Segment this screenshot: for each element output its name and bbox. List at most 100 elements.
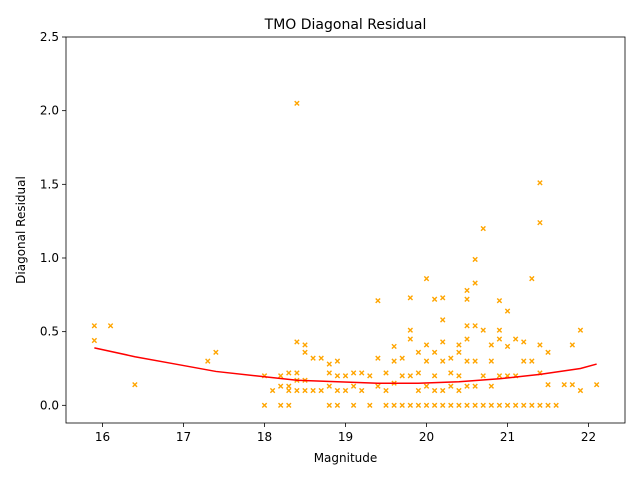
- y-tick-label: 0.0: [40, 398, 59, 412]
- scatter-point: [415, 387, 422, 394]
- scatter-point: [391, 402, 397, 409]
- scatter-point: [383, 387, 389, 394]
- y-tick-label: 1.5: [40, 177, 59, 191]
- scatter-point: [383, 402, 389, 409]
- fit-line: [94, 347, 597, 384]
- scatter-point: [359, 387, 365, 394]
- scatter-point: [415, 370, 422, 376]
- scatter-point: [529, 275, 535, 282]
- scatter-point: [277, 402, 284, 409]
- scatter-point: [440, 317, 446, 323]
- scatter-point: [464, 296, 470, 302]
- scatter-point: [504, 402, 511, 409]
- scatter-point: [472, 402, 478, 409]
- scatter-point: [91, 323, 98, 329]
- scatter-point: [375, 355, 381, 361]
- scatter-point: [496, 373, 503, 379]
- scatter-point: [350, 402, 357, 409]
- scatter-point: [107, 323, 114, 329]
- scatter-point: [431, 296, 438, 302]
- x-tick-label: 21: [500, 430, 515, 444]
- scatter-point: [529, 402, 535, 409]
- scatter-point: [286, 387, 292, 394]
- scatter-point: [318, 355, 324, 361]
- scatter-point: [488, 342, 495, 348]
- scatter-point: [423, 342, 430, 348]
- scatter-point: [521, 402, 527, 409]
- x-tick-label: 22: [581, 430, 596, 444]
- scatter-point: [521, 358, 527, 364]
- scatter-point: [448, 355, 454, 361]
- scatter-point: [367, 373, 373, 379]
- scatter-point: [504, 308, 511, 314]
- x-tick-label: 16: [95, 430, 110, 444]
- scatter-point: [456, 402, 462, 409]
- x-axis: 16 17 18 19 20 21 22: [95, 423, 596, 444]
- scatter-point: [399, 373, 405, 379]
- scatter-point: [431, 373, 438, 379]
- scatter-point: [334, 402, 341, 409]
- scatter-point: [488, 358, 495, 364]
- y-tick-label: 2.0: [40, 104, 59, 118]
- scatter-point: [569, 342, 576, 348]
- scatter-point: [488, 383, 495, 389]
- scatter-point: [359, 370, 365, 376]
- scatter-point: [213, 349, 219, 355]
- scatter-point: [375, 383, 381, 389]
- scatter-point: [342, 387, 349, 394]
- scatter-point: [545, 402, 551, 409]
- y-tick-label: 1.0: [40, 251, 59, 265]
- scatter-point: [423, 383, 430, 389]
- scatter-point: [302, 342, 308, 348]
- scatter-point: [431, 349, 438, 355]
- scatter-point: [350, 370, 357, 376]
- scatter-point: [577, 387, 584, 394]
- scatter-point: [448, 402, 454, 409]
- scatter-point: [456, 387, 462, 394]
- scatter-point: [472, 323, 478, 329]
- chart-title: TMO Diagonal Residual: [264, 17, 427, 33]
- scatter-point: [375, 298, 381, 304]
- scatter-point: [448, 383, 454, 389]
- scatter-point: [277, 383, 284, 389]
- scatter-point: [480, 402, 486, 409]
- scatter-point: [440, 387, 446, 394]
- scatter-point: [480, 373, 486, 379]
- scatter-point: [448, 370, 454, 376]
- scatter-point: [464, 383, 470, 389]
- scatter-point: [334, 387, 341, 394]
- scatter-point: [456, 373, 462, 379]
- scatter-point: [326, 361, 332, 367]
- scatter-point: [521, 339, 527, 345]
- scatter-point: [496, 298, 503, 304]
- scatter-point: [334, 358, 341, 364]
- scatter-point: [205, 358, 211, 364]
- scatter-point: [537, 180, 543, 186]
- scatter-point: [423, 275, 430, 282]
- scatter-point: [480, 225, 486, 232]
- plot-frame: [65, 36, 626, 424]
- scatter-point: [415, 349, 422, 355]
- scatter-point: [407, 402, 414, 409]
- scatter-point: [277, 373, 284, 379]
- scatter-point: [512, 402, 519, 409]
- x-tick-label: 17: [176, 430, 191, 444]
- scatter-point: [399, 402, 405, 409]
- scatter-point: [423, 402, 430, 409]
- scatter-point: [472, 256, 478, 263]
- scatter-point: [431, 402, 438, 409]
- scatter-point: [545, 349, 551, 355]
- scatter-point: [326, 402, 332, 409]
- scatter-point: [593, 382, 600, 388]
- scatter-point: [537, 342, 543, 348]
- scatter-point: [464, 402, 470, 409]
- scatter-point: [488, 402, 495, 409]
- scatter-point: [407, 373, 414, 379]
- scatter-point: [569, 382, 576, 388]
- scatter-point: [440, 339, 446, 345]
- scatter-point: [383, 370, 389, 376]
- x-tick-label: 19: [338, 430, 353, 444]
- scatter-point: [512, 336, 519, 342]
- scatter-point: [472, 358, 478, 364]
- scatter-point: [391, 358, 397, 364]
